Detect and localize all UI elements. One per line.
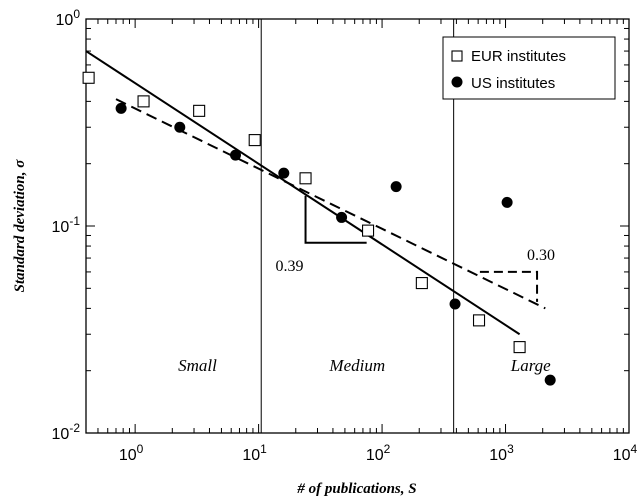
us-point — [230, 149, 242, 161]
region-label-large: Large — [510, 356, 551, 375]
x-tick-label: 103 — [489, 442, 514, 464]
us-point — [390, 181, 402, 193]
us-fit-line — [115, 98, 546, 310]
legend-box — [442, 36, 616, 100]
legend-marker-eur — [451, 50, 463, 62]
slope-label-1: 0.30 — [527, 247, 555, 264]
legend-marker-us — [451, 76, 463, 88]
x-tick-label: 100 — [119, 442, 144, 464]
y-axis-title: Standard deviation, σ — [12, 159, 28, 293]
y-tick-label: 10-2 — [52, 421, 81, 443]
us-point — [501, 196, 513, 208]
eur-point — [362, 224, 375, 237]
x-tick-label: 102 — [366, 442, 391, 464]
eur-point — [137, 95, 150, 108]
eur-point — [472, 314, 486, 327]
us-point — [278, 167, 290, 179]
region-label-medium: Medium — [328, 356, 385, 375]
legend-label-eur: EUR institutes — [471, 48, 566, 65]
y-tick-label: 100 — [56, 7, 81, 29]
us-point — [115, 102, 127, 114]
us-point — [336, 211, 348, 223]
x-tick-label: 104 — [613, 442, 638, 464]
slope-label-0: 0.39 — [276, 258, 304, 275]
region-label-small: Small — [178, 356, 217, 375]
legend: EUR institutes US institutes — [442, 36, 616, 100]
eur-fit-line — [85, 50, 521, 336]
us-point — [174, 121, 186, 133]
x-tick-label: 101 — [242, 442, 267, 464]
legend-label-us: US institutes — [471, 75, 555, 92]
y-tick-label: 10-1 — [52, 214, 81, 236]
eur-point — [415, 277, 428, 290]
eur-point — [513, 341, 526, 354]
eur-point — [299, 172, 312, 185]
eur-point — [82, 71, 95, 84]
eur-point — [193, 104, 206, 117]
x-axis-title: # of publications, S — [296, 481, 416, 497]
us-point — [544, 374, 556, 386]
us-point — [449, 298, 461, 310]
slope-triangle-1 — [479, 270, 539, 302]
slope-triangle-0 — [304, 195, 367, 244]
eur-point — [248, 134, 261, 147]
